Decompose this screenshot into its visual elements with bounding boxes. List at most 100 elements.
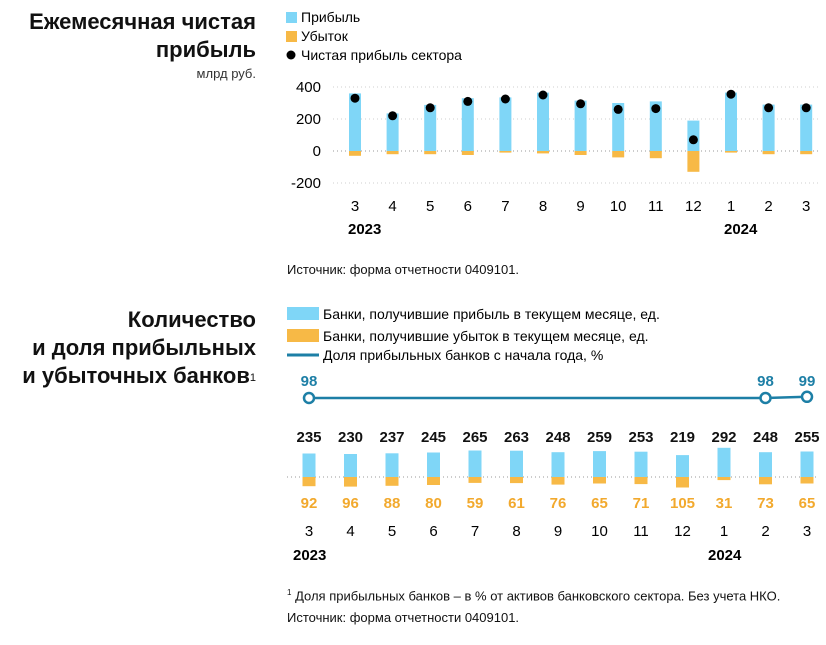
net-profit-point <box>613 104 623 114</box>
legend2-loss-label: Банки, получившие убыток в текущем месяц… <box>323 328 649 344</box>
share-point <box>302 391 316 405</box>
loss-count-label: 92 <box>301 495 318 512</box>
loss-count-label: 31 <box>716 495 733 512</box>
profit-count-label: 263 <box>504 429 529 446</box>
profit-count-label: 245 <box>421 429 446 446</box>
x-tick-label: 1 <box>727 198 735 215</box>
profit-bar <box>762 104 775 151</box>
chart1-title-line1: Ежемесячная чистая <box>29 9 256 34</box>
loss-bar <box>386 151 399 155</box>
profitable-banks-bar <box>593 451 606 477</box>
loss-banks-bar <box>344 477 357 487</box>
chart2-title-line1: Количество <box>127 307 256 332</box>
x-tick-label: 10 <box>610 198 627 215</box>
y-tick-label: 400 <box>296 79 321 96</box>
net-profit-point <box>688 135 698 145</box>
x-tick-label: 11 <box>648 198 664 215</box>
profit-count-label: 259 <box>587 429 612 446</box>
share-line <box>309 395 808 400</box>
loss-banks-bar <box>759 477 772 485</box>
x-tick-label: 9 <box>576 198 584 215</box>
profit-count-label: 230 <box>338 429 363 446</box>
profitable-banks-bar <box>551 452 565 477</box>
loss-banks-bar <box>551 477 565 485</box>
net-profit-point <box>425 103 435 113</box>
x-tick-label: 12 <box>674 523 691 540</box>
chart2-title-line2: и доля прибыльных <box>32 335 256 360</box>
profitable-banks-bar <box>717 447 731 477</box>
net-profit-point <box>576 99 586 109</box>
x-tick-label: 7 <box>471 523 479 540</box>
profit-bar <box>725 92 737 151</box>
x-tick-label: 5 <box>388 523 396 540</box>
loss-count-label: 73 <box>757 495 774 512</box>
legend-profit-swatch <box>286 12 297 23</box>
legend-net-label: Чистая прибыль сектора <box>301 47 462 63</box>
profit-count-label: 248 <box>753 429 778 446</box>
loss-count-label: 80 <box>425 495 442 512</box>
net-profit-point <box>463 96 473 106</box>
loss-bar <box>499 151 512 153</box>
profit-bar <box>649 101 662 151</box>
loss-bar <box>574 151 587 155</box>
x-tick-label: 1 <box>720 523 728 540</box>
loss-banks-bar <box>510 477 523 484</box>
net-profit-point <box>500 94 510 104</box>
profit-bar <box>574 100 587 151</box>
chart2-legend: Банки, получившие прибыль в текущем меся… <box>287 306 660 363</box>
footnote-sup: 1 <box>287 588 292 597</box>
legend-net-swatch <box>286 50 296 60</box>
loss-count-label: 88 <box>384 495 401 512</box>
profitable-banks-bar <box>344 454 357 477</box>
loss-count-label: 61 <box>508 495 525 512</box>
loss-banks-bar <box>717 477 731 481</box>
loss-bar <box>649 151 662 159</box>
loss-bar <box>537 151 549 154</box>
x-tick-label: 6 <box>464 198 472 215</box>
x-tick-label: 6 <box>429 523 437 540</box>
profit-count-label: 248 <box>545 429 570 446</box>
x-tick-label: 3 <box>351 198 359 215</box>
x-tick-label: 2 <box>761 523 769 540</box>
chart1-axis: 400 200 0 -200 <box>291 79 818 192</box>
x-tick-label: 3 <box>802 198 810 215</box>
profitable-banks-bar <box>634 451 648 477</box>
profit-bar <box>612 103 625 151</box>
profitable-banks-bar <box>468 450 482 477</box>
loss-bar <box>687 151 700 172</box>
profitable-banks-bar <box>385 453 399 477</box>
net-profit-point <box>651 104 661 114</box>
y-tick-label: 200 <box>296 111 321 128</box>
loss-banks-bar <box>634 477 648 485</box>
loss-count-label: 76 <box>550 495 567 512</box>
profitable-banks-bar <box>427 452 440 477</box>
chart1-title-line2: прибыль <box>155 37 256 62</box>
chart2-footnote: 1 Доля прибыльных банков – в % от активо… <box>287 588 780 603</box>
profit-count-label: 255 <box>794 429 819 446</box>
x-tick-label: 4 <box>346 523 354 540</box>
net-profit-point <box>350 93 360 103</box>
year-label: 2023 <box>293 547 326 564</box>
profitable-banks-bar <box>676 455 689 477</box>
y-tick-label: 0 <box>313 143 321 160</box>
loss-bar <box>800 151 813 155</box>
chart2-marks: 2359232309642378852458062655972636182487… <box>287 373 820 564</box>
net-profit-point <box>764 103 774 113</box>
x-tick-label: 3 <box>803 523 811 540</box>
loss-count-label: 59 <box>467 495 484 512</box>
x-tick-label: 5 <box>426 198 434 215</box>
chart1-source: Источник: форма отчетности 0409101. <box>287 262 520 277</box>
loss-count-label: 96 <box>342 495 359 512</box>
x-tick-label: 4 <box>388 198 396 215</box>
profitable-banks-bar <box>510 450 523 477</box>
profitable-banks-bar <box>302 453 316 477</box>
share-label: 98 <box>757 373 774 390</box>
loss-count-label: 105 <box>670 495 695 512</box>
x-tick-label: 3 <box>305 523 313 540</box>
legend-loss-swatch <box>286 31 297 42</box>
x-tick-label: 2 <box>764 198 772 215</box>
loss-bar <box>725 151 737 153</box>
loss-banks-bar <box>302 477 316 487</box>
loss-banks-bar <box>427 477 440 485</box>
